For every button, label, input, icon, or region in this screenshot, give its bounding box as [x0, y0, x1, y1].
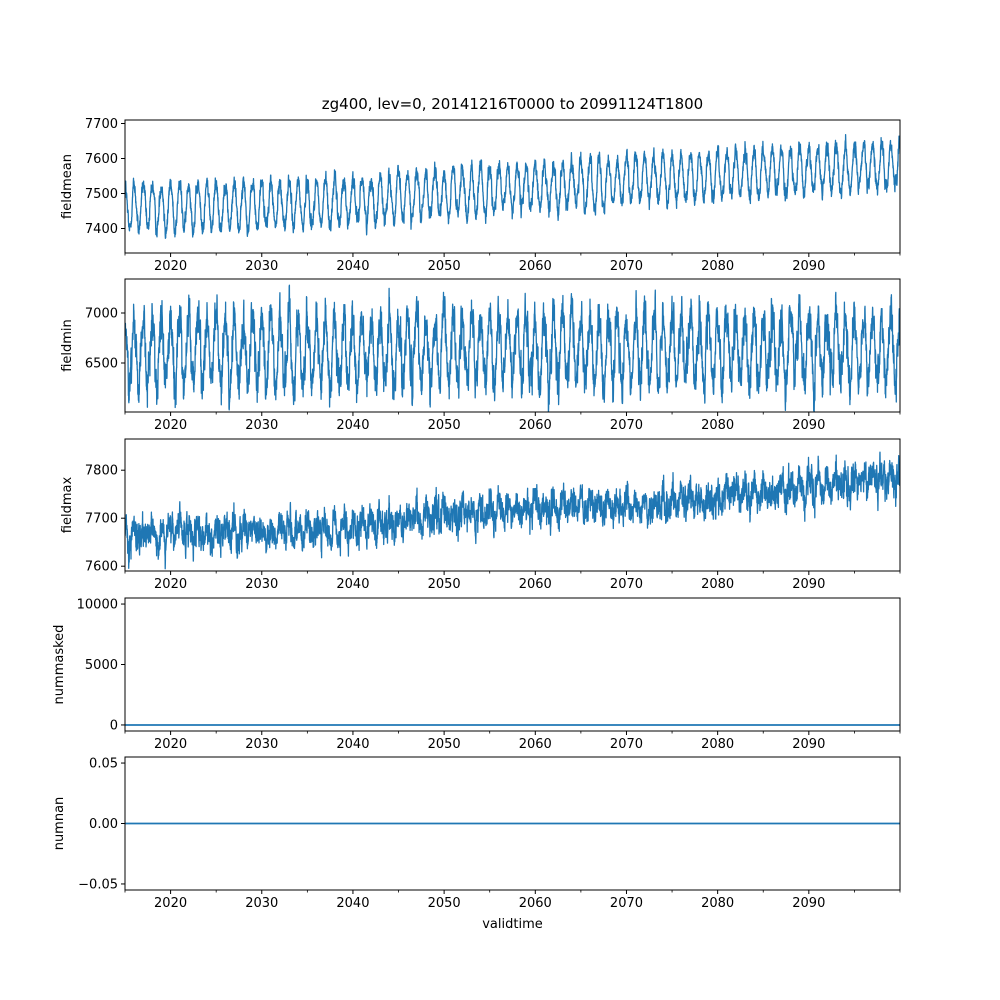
y-tick-label: 7000	[85, 307, 118, 322]
y-tick-label: 0.00	[89, 817, 118, 832]
x-tick-label: 2050	[428, 577, 461, 592]
x-tick-label: 2030	[245, 418, 278, 433]
x-tick-label: 2090	[792, 577, 825, 592]
x-tick-label: 2020	[154, 418, 187, 433]
series-line	[125, 284, 900, 412]
x-tick-label: 2080	[701, 259, 734, 274]
y-tick-label: 0.05	[89, 757, 118, 772]
y-tick-label: 7700	[85, 512, 118, 527]
x-tick-label: 2020	[154, 577, 187, 592]
x-tick-label: 2090	[792, 737, 825, 752]
x-tick-label: 2050	[428, 259, 461, 274]
figure-title: zg400, lev=0, 20141216T0000 to 20991124T…	[321, 95, 704, 113]
subplot-fieldmin: 2020 2030 2040 2050 2060 2070 2080 2090 6500 7000…	[60, 278, 901, 433]
x-tick-label: 2060	[519, 259, 552, 274]
subplot-nummasked: 2020 2030 2040 2050 2060 2070 2080 2090 0 5000 100…	[52, 597, 901, 752]
x-tick-label: 2030	[245, 737, 278, 752]
y-tick-label: 7800	[85, 464, 118, 479]
y-axis-label: numnan	[52, 797, 67, 851]
series-line	[125, 133, 900, 239]
x-tick-label: 2090	[792, 896, 825, 911]
x-tick-label: 2020	[154, 259, 187, 274]
x-tick-label: 2080	[701, 896, 734, 911]
x-tick-label: 2040	[336, 896, 369, 911]
y-tick-label: 6500	[85, 357, 118, 372]
x-tick-label: 2030	[245, 577, 278, 592]
x-tick-label: 2070	[610, 737, 643, 752]
subplot-fieldmax: 2020 2030 2040 2050 2060 2070 2080 2090 7600 7700…	[60, 438, 901, 592]
x-tick-label: 2080	[701, 577, 734, 592]
y-tick-label: 0	[110, 718, 118, 733]
x-tick-label: 2030	[245, 259, 278, 274]
axes-frame	[124, 278, 901, 413]
y-tick-label: 7500	[85, 187, 118, 202]
axes-frame	[124, 597, 901, 732]
x-tick-label: 2080	[701, 418, 734, 433]
x-tick-label: 2070	[610, 259, 643, 274]
subplot-numnan: 2020 2030 2040 2050 2060 2070 2080 2090 −0.05 0.0…	[52, 756, 901, 911]
y-axis-label: fieldmin	[60, 319, 75, 372]
x-tick-label: 2040	[336, 577, 369, 592]
x-tick-label: 2090	[792, 418, 825, 433]
y-tick-label: 7400	[85, 222, 118, 237]
x-tick-label: 2040	[336, 737, 369, 752]
axes-frame	[124, 119, 901, 254]
x-tick-label: 2060	[519, 737, 552, 752]
x-tick-label: 2070	[610, 896, 643, 911]
x-tick-label: 2020	[154, 896, 187, 911]
x-tick-label: 2060	[519, 896, 552, 911]
y-tick-label: 7700	[85, 117, 118, 132]
subplot-fieldmean: 2020 2030 2040 2050 2060 2070 2080 2090 7400 7500…	[60, 117, 901, 274]
y-axis-label: nummasked	[52, 625, 67, 705]
x-tick-label: 2060	[519, 418, 552, 433]
y-tick-label: −0.05	[78, 877, 118, 892]
x-tick-label: 2080	[701, 737, 734, 752]
x-tick-label: 2030	[245, 896, 278, 911]
y-tick-label: 7600	[85, 152, 118, 167]
x-tick-label: 2050	[428, 418, 461, 433]
series-line	[125, 451, 900, 570]
x-tick-label: 2070	[610, 418, 643, 433]
x-tick-label: 2070	[610, 577, 643, 592]
x-tick-label: 2050	[428, 896, 461, 911]
y-axis-label: fieldmean	[60, 154, 75, 219]
x-tick-label: 2040	[336, 418, 369, 433]
x-tick-label: 2090	[792, 259, 825, 274]
x-tick-label: 2060	[519, 577, 552, 592]
x-tick-label: 2020	[154, 737, 187, 752]
y-tick-label: 7600	[85, 560, 118, 575]
y-axis-label: fieldmax	[60, 477, 75, 534]
x-axis-label: validtime	[482, 917, 543, 932]
x-tick-label: 2040	[336, 259, 369, 274]
y-tick-label: 5000	[85, 658, 118, 673]
x-tick-label: 2050	[428, 737, 461, 752]
axes-frame	[124, 438, 901, 572]
y-tick-label: 10000	[77, 598, 118, 613]
